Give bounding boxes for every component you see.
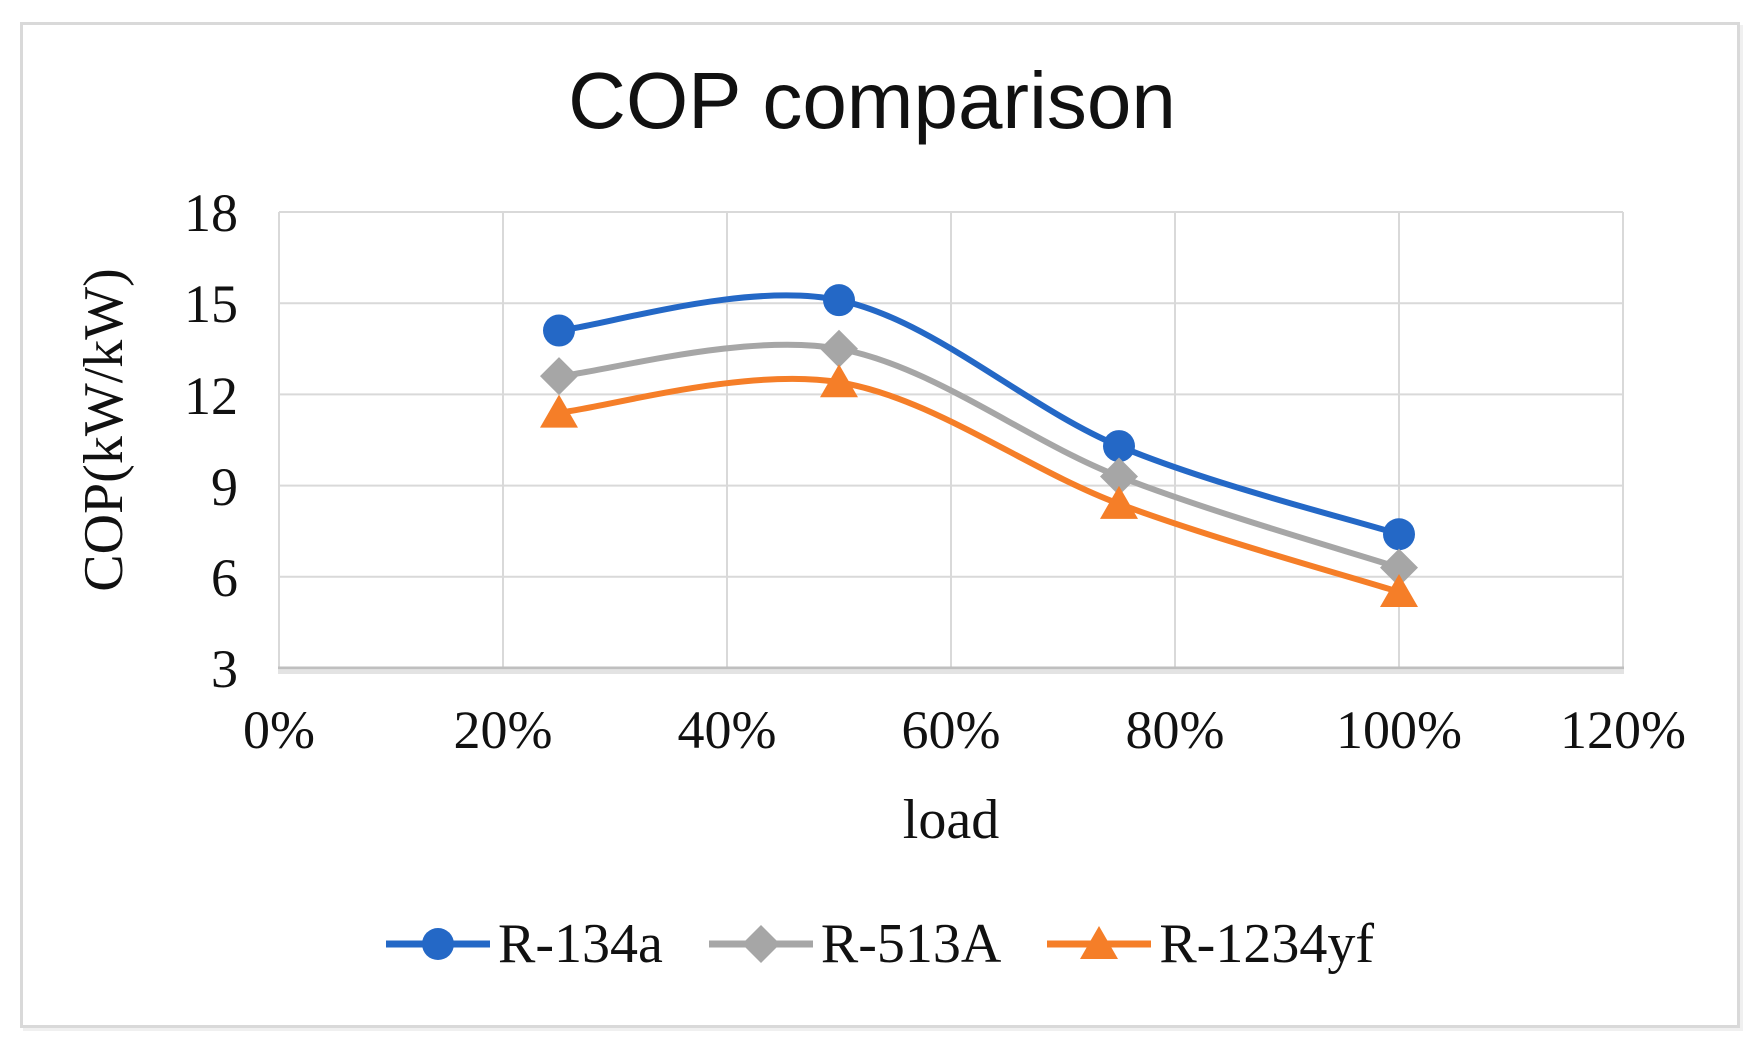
legend-label: R-134a [498,913,663,975]
legend-marker-triangle-icon [1047,926,1152,959]
figure-border [20,22,1740,1028]
chart-legend: R-134a R-513A R-1234yf [20,916,1740,972]
legend-label: R-513A [820,913,1002,975]
legend-item-r513a: R-513A [708,913,1002,975]
x-tick-100: 100% [1336,700,1462,760]
series-line [556,375,1402,595]
legend-marker-shape [741,925,780,963]
data-point-marker [1383,518,1415,551]
y-tick-12: 12 [184,366,238,426]
data-point-marker [1100,457,1138,496]
data-point-marker [540,357,578,396]
legend-marker-shape [422,928,455,960]
x-tick-120: 120% [1560,700,1686,760]
legend-marker-shape [1080,926,1119,959]
data-point-marker [1103,430,1135,463]
legend-label: R-1234yf [1159,913,1374,975]
x-tick-20: 20% [454,700,553,760]
y-axis-tick-labels: 18 15 12 9 6 3 [184,183,238,699]
y-tick-6: 6 [211,548,238,608]
x-axis-title: load [903,789,999,851]
data-point-marker [543,314,575,347]
series-R-134a [543,284,1415,551]
series-layer [540,284,1418,607]
x-axis-tick-labels: 0% 20% 40% 60% 80% 100% 120% [243,700,1686,760]
legend-marker-diamond-icon [708,925,813,963]
x-tick-40: 40% [678,700,777,760]
series-line [556,292,1402,538]
x-tick-60: 60% [902,700,1001,760]
grid-layer [278,211,1624,674]
x-tick-80: 80% [1126,700,1225,760]
y-tick-18: 18 [184,183,238,243]
data-point-marker [1100,485,1138,519]
y-tick-9: 9 [211,457,238,517]
series-R-513A [540,329,1418,587]
data-point-marker [820,364,858,398]
data-point-marker [823,284,855,317]
series-R-1234yf [540,364,1418,607]
y-tick-3: 3 [211,639,238,699]
chart-title: COP comparison [568,56,1176,145]
data-point-marker [820,329,858,368]
legend-item-r1234yf: R-1234yf [1047,916,1374,972]
data-point-marker [1380,548,1418,587]
y-tick-15: 15 [184,274,238,334]
series-line [556,341,1402,571]
y-axis-title: COP(kW/kW) [73,268,135,592]
data-point-marker [1380,574,1418,607]
x-tick-0: 0% [243,700,315,760]
data-point-marker [540,394,578,428]
legend-marker-circle-icon [386,928,491,960]
legend-item-r134a: R-134a [386,916,663,972]
